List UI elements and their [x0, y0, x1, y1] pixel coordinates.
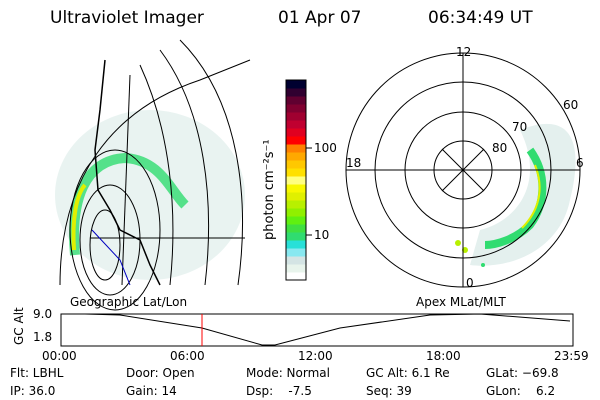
colorbar-swatch: [286, 192, 306, 201]
info-dsp: Dsp: -7.5: [246, 384, 312, 398]
colorbar-swatch: [286, 152, 306, 161]
map-arc: [139, 64, 174, 286]
map-arc: [59, 59, 251, 286]
colorbar-unit-label: photon cm⁻²s⁻¹: [262, 139, 277, 240]
polar-haze: [470, 123, 576, 266]
polar-spot: [481, 263, 485, 267]
info-seq: Seq: 39: [366, 384, 412, 398]
altitude-curve: [84, 313, 571, 346]
xtick-3: 18:00: [426, 349, 461, 363]
polar-aurora: [484, 147, 547, 249]
polar-aurora-core: [521, 164, 541, 229]
colorbar-swatch: [286, 88, 306, 97]
colorbar-swatch: [286, 160, 306, 169]
colorbar-swatch: [286, 264, 306, 273]
colorbar-swatch: [286, 224, 306, 233]
polar-diag: [441, 148, 485, 192]
ytick-9: 9.0: [33, 307, 53, 321]
date-label: 01 Apr 07: [278, 8, 362, 28]
mlt-0: 0: [466, 276, 474, 290]
colorbar-swatch: [286, 272, 306, 281]
geographic-map: [55, 39, 251, 311]
colorbar-swatch: [286, 248, 306, 257]
polar-plot: [345, 52, 581, 288]
map-ring: [89, 209, 121, 281]
xtick-0: 00:00: [42, 349, 77, 363]
instrument-title: Ultraviolet Imager: [50, 8, 204, 28]
colorbar-swatch: [286, 112, 306, 121]
info-mode: Mode: Normal: [246, 366, 330, 380]
mlt-12: 12: [456, 45, 472, 59]
colorbar-swatch: [286, 168, 306, 177]
lat-60: 60: [563, 98, 579, 112]
lat-80: 80: [492, 141, 508, 155]
timeline-ylabel: GC Alt: [12, 307, 26, 345]
xtick-2: 12:00: [298, 349, 333, 363]
colorbar-swatch: [286, 240, 306, 249]
info-glat: GLat: −69.8: [486, 366, 559, 380]
colorbar-swatch: [286, 256, 306, 265]
info-ip: IP: 36.0: [10, 384, 56, 398]
colorbar-swatch: [286, 216, 306, 225]
map-arc: [159, 49, 210, 286]
colorbar-swatch: [286, 96, 306, 105]
colorbar-swatch: [286, 104, 306, 113]
right-panel-label: Apex MLat/MLT: [416, 295, 506, 309]
colorbar-swatch: [286, 136, 306, 145]
mlt-18: 18: [346, 156, 362, 170]
coastline: [91, 229, 131, 286]
colorbar-swatch: [286, 120, 306, 129]
left-panel-label: Geographic Lat/Lon: [70, 295, 188, 309]
colorbar-swatch: [286, 232, 306, 241]
colorbar-frame: [285, 79, 307, 281]
info-door: Door: Open: [126, 366, 195, 380]
colorbar-swatch: [286, 80, 306, 89]
xtick-4: 23:59: [554, 349, 589, 363]
time-label: 06:34:49 UT: [428, 8, 533, 28]
xtick-1: 06:00: [170, 349, 205, 363]
colorbar-swatch: [286, 208, 306, 217]
colorbar-swatch: [286, 184, 306, 193]
mlt-6: 6: [576, 156, 584, 170]
colorbar-swatch: [286, 200, 306, 209]
info-gain: Gain: 14: [126, 384, 177, 398]
colorbar-swatch: [286, 144, 306, 153]
timeline-frame: [60, 313, 574, 347]
info-gcalt: GC Alt: 6.1 Re: [366, 366, 450, 380]
coastline: [94, 59, 161, 286]
info-glon: GLon: 6.2: [486, 384, 556, 398]
map-line: [121, 74, 131, 286]
map-ring: [69, 149, 161, 311]
colorbar-label-10: 10: [314, 228, 330, 242]
aurora-bright: [71, 183, 87, 251]
lat-70: 70: [512, 120, 528, 134]
info-filter: Flt: LBHL: [10, 366, 64, 380]
colorbar-swatch: [286, 128, 306, 137]
polar-spot: [455, 240, 461, 246]
colorbar-swatch: [286, 176, 306, 185]
map-arc: [179, 39, 243, 286]
colorbar-label-100: 100: [314, 141, 337, 155]
ytick-1: 1.8: [33, 330, 53, 344]
colorbar: [286, 80, 306, 281]
